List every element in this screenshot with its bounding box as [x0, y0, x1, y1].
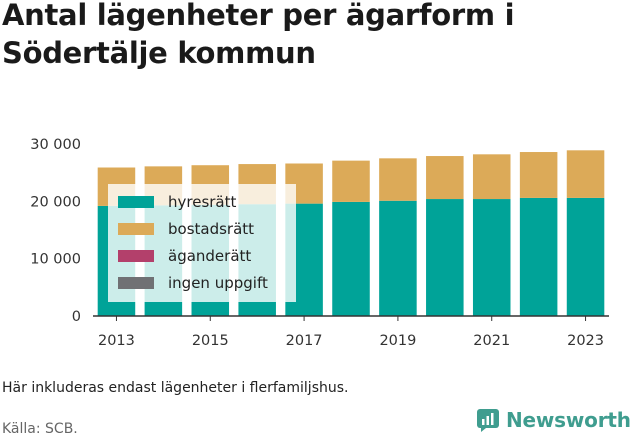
- legend-label: bostadsrätt: [168, 220, 254, 238]
- bar-2022-series-1: [519, 152, 558, 198]
- bar-2021-series-0: [472, 199, 511, 316]
- bar-2019-series-1: [379, 158, 417, 201]
- legend-label: äganderätt: [168, 247, 251, 265]
- bar-2018-series-1: [332, 160, 370, 202]
- bar-2020-series-0: [426, 199, 464, 316]
- bar-2020-series-1: [426, 156, 464, 200]
- x-tick-label: 2017: [286, 333, 323, 349]
- source-note: Källa: SCB.: [2, 421, 78, 437]
- bar-2018-series-0: [332, 201, 370, 316]
- y-tick-labels: 0 10 000 20 000 30 000: [30, 137, 81, 325]
- y-tick-label: 30 000: [30, 137, 81, 153]
- footnote: Här inkluderas endast lägenheter i flerf…: [2, 380, 349, 396]
- brand-name: Newsworthy: [506, 408, 631, 432]
- legend-label: ingen uppgift: [168, 274, 268, 292]
- bar-2019-series-0: [379, 200, 417, 316]
- bar-2021-series-1: [472, 154, 511, 200]
- x-tick-label: 2015: [192, 333, 229, 349]
- x-tick-label: 2019: [379, 333, 416, 349]
- legend-swatch: [118, 196, 154, 208]
- bar-2023-series-1: [566, 150, 605, 198]
- legend-swatch: [118, 250, 154, 262]
- legend: hyresrätt bostadsrätt äganderätt ingen uppg…: [108, 184, 296, 302]
- y-tick-label: 10 000: [30, 252, 81, 268]
- bar-2022-series-0: [519, 197, 558, 316]
- y-tick-label: 20 000: [30, 194, 81, 210]
- x-tick-label: 2013: [98, 333, 135, 349]
- legend-swatch: [118, 223, 154, 235]
- legend-label: hyresrätt: [168, 193, 237, 211]
- y-tick-label: 0: [72, 309, 81, 325]
- newsworthy-logo-icon: [477, 409, 499, 432]
- x-tick-labels: 2013 2015 2017 2019 2021 2023: [98, 316, 604, 349]
- bar-chart: 0 10 000 20 000 30 000 2013 2015 2017 2019 2021…: [30, 137, 609, 349]
- x-tick-label: 2021: [473, 333, 510, 349]
- x-tick-label: 2023: [567, 333, 604, 349]
- chart-title: Antal lägenheter per ägarform i Södertäl…: [2, 0, 515, 70]
- brand-logo: Newsworthy: [476, 408, 631, 432]
- legend-swatch: [118, 277, 154, 289]
- bar-2023-series-0: [566, 197, 605, 316]
